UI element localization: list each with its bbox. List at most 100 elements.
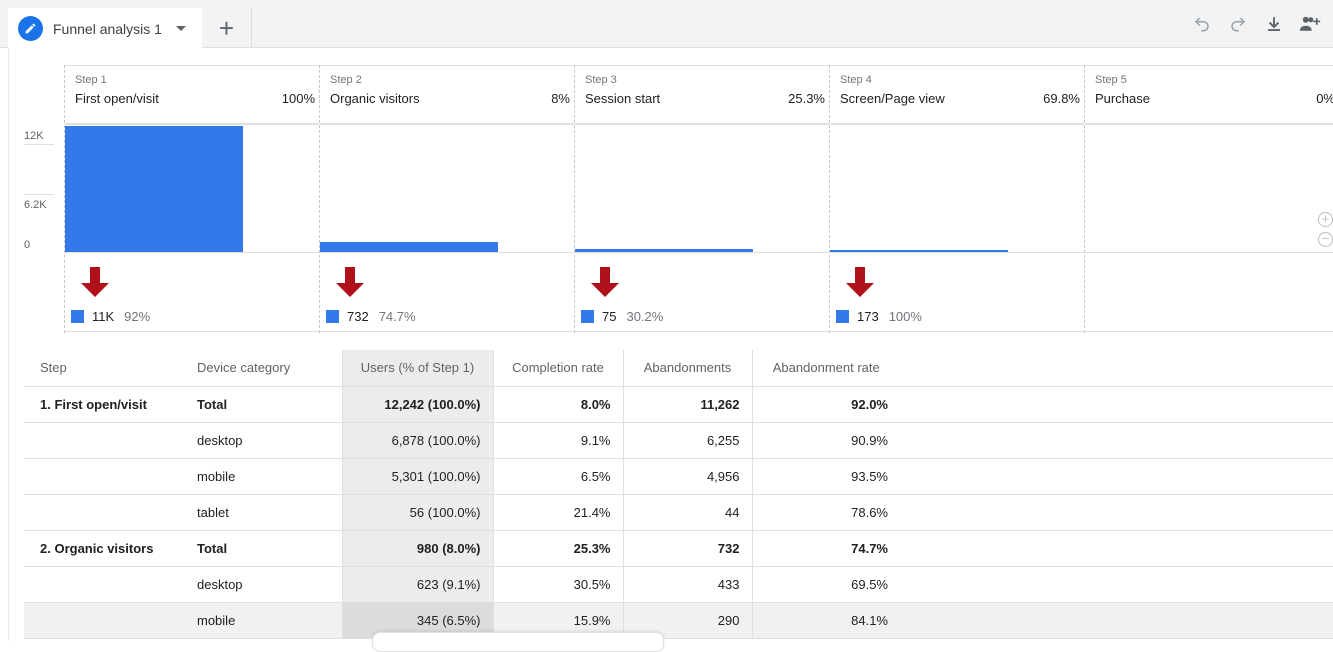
popup-card[interactable] bbox=[372, 632, 664, 652]
cell-abandonments: 11,262 bbox=[623, 386, 753, 423]
col-header-completion[interactable]: Completion rate bbox=[493, 350, 624, 387]
step-header: Step 5 Purchase 0% bbox=[1085, 65, 1333, 125]
cell-device: desktop bbox=[185, 566, 342, 603]
step-number: Step 4 bbox=[840, 74, 872, 86]
cell-step bbox=[24, 602, 185, 639]
step-percent: 8% bbox=[551, 91, 570, 106]
cell-abandonment-rate: 69.5% bbox=[752, 566, 900, 603]
abandonments-value: 75 bbox=[602, 309, 617, 324]
arrow-down-icon bbox=[591, 267, 619, 297]
table-row[interactable]: mobile 345 (6.5%) 15.9% 290 84.1% bbox=[24, 602, 1333, 639]
step-number: Step 1 bbox=[75, 74, 107, 86]
cell-device: Total bbox=[185, 386, 342, 423]
cell-completion: 30.5% bbox=[493, 566, 624, 603]
pencil-icon[interactable] bbox=[18, 16, 43, 41]
col-header-users[interactable]: Users (% of Step 1) bbox=[341, 350, 494, 387]
funnel-step-3[interactable]: Step 3 Session start 25.3% 75 30.2% bbox=[574, 65, 829, 333]
step-header: Step 3 Session start 25.3% bbox=[575, 65, 829, 125]
funnel-step-1[interactable]: Step 1 First open/visit 100% 11K 92% bbox=[64, 65, 319, 333]
abandonment-legend: 173 100% bbox=[836, 309, 922, 324]
table-row[interactable]: desktop 6,878 (100.0%) 9.1% 6,255 90.9% bbox=[24, 422, 1333, 459]
cell-users: 6,878 (100.0%) bbox=[341, 422, 494, 459]
step-header: Step 2 Organic visitors 8% bbox=[320, 65, 574, 125]
cell-spacer bbox=[900, 494, 1333, 531]
funnel-chart: 12K 6.2K 0 Step 1 First open/visit 100% 11… bbox=[24, 65, 1333, 333]
y-tick: 12K bbox=[24, 130, 54, 145]
cell-completion: 9.1% bbox=[493, 422, 624, 459]
add-tab-button[interactable]: + bbox=[202, 8, 252, 48]
step-name: Session start bbox=[585, 91, 661, 106]
cell-step: 2. Organic visitors bbox=[24, 530, 185, 567]
cell-abandonment-rate: 90.9% bbox=[752, 422, 900, 459]
download-icon[interactable] bbox=[1263, 12, 1285, 36]
funnel-bar[interactable] bbox=[830, 250, 1008, 252]
cell-step: 1. First open/visit bbox=[24, 386, 185, 423]
step-percent: 100% bbox=[281, 91, 315, 106]
step-percent: 0% bbox=[1316, 91, 1333, 106]
cell-abandonment-rate: 93.5% bbox=[752, 458, 900, 495]
zoom-in-icon[interactable]: + bbox=[1318, 212, 1333, 227]
funnel-bar[interactable] bbox=[320, 242, 498, 252]
abandonments-value: 173 bbox=[857, 309, 879, 324]
cell-users: 5,301 (100.0%) bbox=[341, 458, 494, 495]
table-row[interactable]: 1. First open/visit Total 12,242 (100.0%… bbox=[24, 386, 1333, 423]
col-header-abandonment-rate[interactable]: Abandonment rate bbox=[752, 350, 900, 387]
y-tick: 6.2K bbox=[24, 194, 54, 211]
table-row[interactable]: tablet 56 (100.0%) 21.4% 44 78.6% bbox=[24, 494, 1333, 531]
abandonment-rate: 100% bbox=[888, 309, 922, 324]
cell-abandonment-rate: 74.7% bbox=[752, 530, 900, 567]
funnel-bar[interactable] bbox=[65, 126, 243, 252]
cell-abandonment-rate: 84.1% bbox=[752, 602, 900, 639]
col-header-step[interactable]: Step bbox=[24, 350, 185, 387]
redo-icon[interactable] bbox=[1227, 12, 1249, 36]
cell-abandonments: 44 bbox=[623, 494, 753, 531]
zoom-out-icon[interactable]: − bbox=[1318, 232, 1333, 247]
table-spacer bbox=[900, 350, 1333, 387]
tab-funnel-analysis[interactable]: Funnel analysis 1 bbox=[8, 8, 202, 49]
cell-users: 12,242 (100.0%) bbox=[341, 386, 494, 423]
table-row[interactable]: mobile 5,301 (100.0%) 6.5% 4,956 93.5% bbox=[24, 458, 1333, 495]
arrow-down-icon bbox=[81, 267, 109, 297]
col-header-abandonments[interactable]: Abandonments bbox=[623, 350, 753, 387]
step-name: First open/visit bbox=[75, 91, 159, 106]
table-row[interactable]: 2. Organic visitors Total 980 (8.0%) 25.… bbox=[24, 530, 1333, 567]
cell-completion: 6.5% bbox=[493, 458, 624, 495]
table-row[interactable]: desktop 623 (9.1%) 30.5% 433 69.5% bbox=[24, 566, 1333, 603]
funnel-step-4[interactable]: Step 4 Screen/Page view 69.8% 173 100% bbox=[829, 65, 1084, 333]
cell-device: desktop bbox=[185, 422, 342, 459]
abandonment-legend: 75 30.2% bbox=[581, 309, 663, 324]
legend-swatch bbox=[836, 310, 849, 323]
tab-title: Funnel analysis 1 bbox=[53, 20, 162, 37]
col-header-device[interactable]: Device category bbox=[185, 350, 342, 387]
abandonment-legend: 11K 92% bbox=[71, 309, 150, 324]
step-number: Step 3 bbox=[585, 74, 617, 86]
step-header: Step 1 First open/visit 100% bbox=[65, 65, 319, 125]
cell-abandonments: 4,956 bbox=[623, 458, 753, 495]
chevron-down-icon[interactable] bbox=[175, 26, 186, 31]
step-number: Step 5 bbox=[1095, 74, 1127, 86]
step-percent: 25.3% bbox=[788, 91, 825, 106]
cell-spacer bbox=[900, 386, 1333, 423]
cell-spacer bbox=[900, 458, 1333, 495]
arrow-down-icon bbox=[846, 267, 874, 297]
undo-icon[interactable] bbox=[1191, 12, 1213, 36]
abandonment-rate: 74.7% bbox=[378, 309, 416, 324]
funnel-step-5[interactable]: Step 5 Purchase 0% bbox=[1084, 65, 1333, 333]
panel-border bbox=[8, 48, 9, 641]
cell-abandonment-rate: 78.6% bbox=[752, 494, 900, 531]
cell-users: 345 (6.5%) bbox=[341, 602, 494, 639]
funnel-step-2[interactable]: Step 2 Organic visitors 8% 732 74.7% bbox=[319, 65, 574, 333]
cell-device: tablet bbox=[185, 494, 342, 531]
top-bar: Funnel analysis 1 + bbox=[0, 0, 1333, 49]
cell-spacer bbox=[900, 530, 1333, 567]
cell-step bbox=[24, 566, 185, 603]
cell-completion: 25.3% bbox=[493, 530, 624, 567]
funnel-bar[interactable] bbox=[575, 249, 753, 252]
step-header: Step 4 Screen/Page view 69.8% bbox=[830, 65, 1084, 125]
cell-users: 980 (8.0%) bbox=[341, 530, 494, 567]
abandonment-rate: 92% bbox=[124, 309, 151, 324]
legend-swatch bbox=[71, 310, 84, 323]
y-tick: 0 bbox=[24, 239, 31, 251]
share-icon[interactable] bbox=[1299, 12, 1321, 36]
abandonment-rate: 30.2% bbox=[626, 309, 664, 324]
